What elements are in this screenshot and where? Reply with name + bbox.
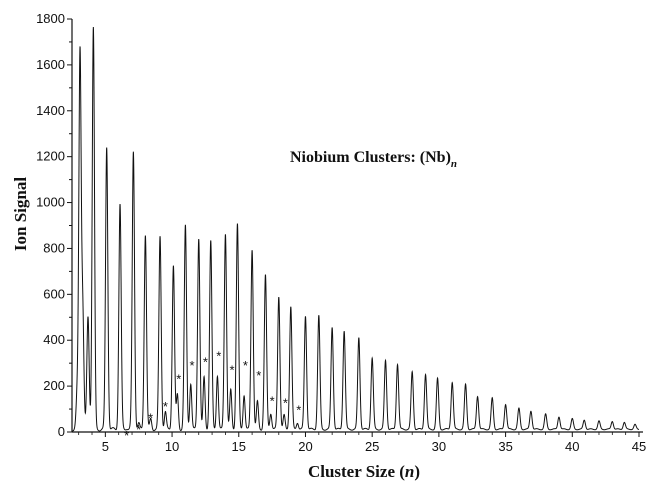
x-axis-label-text: Cluster Size ( (308, 462, 405, 481)
x-tick-label: 20 (298, 439, 312, 454)
y-tick-label: 200 (43, 378, 65, 393)
x-tick-label: 15 (232, 439, 246, 454)
y-axis-label: Ion Signal (11, 177, 30, 251)
y-tick-label: 1200 (36, 149, 65, 164)
x-axis-label: Cluster Size (n) (308, 462, 420, 481)
chart-annotation: Niobium Clusters: (Nb)n (290, 149, 457, 170)
x-tick-label: 10 (165, 439, 179, 454)
star-markers: * * * * * * * * * * * * * * (124, 349, 301, 443)
y-tick-label: 1000 (36, 195, 65, 210)
y-tick-label: 400 (43, 332, 65, 347)
x-tick-label: 25 (365, 439, 379, 454)
y-tick-label: 1600 (36, 57, 65, 72)
y-tick-label: 600 (43, 286, 65, 301)
star-marker: * (216, 349, 221, 364)
y-tick-label: 0 (58, 424, 65, 439)
x-tick-label: 45 (632, 439, 646, 454)
x-tick-label: 40 (565, 439, 579, 454)
star-marker: * (124, 428, 129, 443)
y-tick-label: 1400 (36, 103, 65, 118)
annotation-subscript: n (451, 158, 457, 170)
star-marker: * (148, 411, 153, 426)
x-tick-label: 30 (432, 439, 446, 454)
star-marker: * (136, 422, 141, 437)
tick-labels: 0 200 400 600 800 1000 1200 1400 1600 1800 5 10 15 20… (36, 11, 646, 454)
x-axis-label-italic: n (405, 462, 414, 481)
y-tick-label: 1800 (36, 11, 65, 26)
star-marker: * (270, 393, 275, 408)
star-marker: * (243, 358, 248, 373)
ticks (67, 18, 640, 437)
y-tick-label: 800 (43, 240, 65, 255)
x-axis-label-suffix: ) (414, 462, 420, 481)
annotation-text: Niobium Clusters: (Nb) (290, 149, 451, 166)
star-marker: * (163, 399, 168, 414)
x-tick-label: 35 (498, 439, 512, 454)
ion-signal-trace (71, 26, 640, 432)
star-marker: * (283, 396, 288, 411)
star-marker: * (203, 354, 208, 369)
star-marker: * (230, 362, 235, 377)
star-marker: * (176, 372, 181, 387)
star-marker: * (256, 368, 261, 383)
x-tick-label: 5 (102, 439, 109, 454)
star-marker: * (190, 358, 195, 373)
star-marker: * (296, 403, 301, 418)
